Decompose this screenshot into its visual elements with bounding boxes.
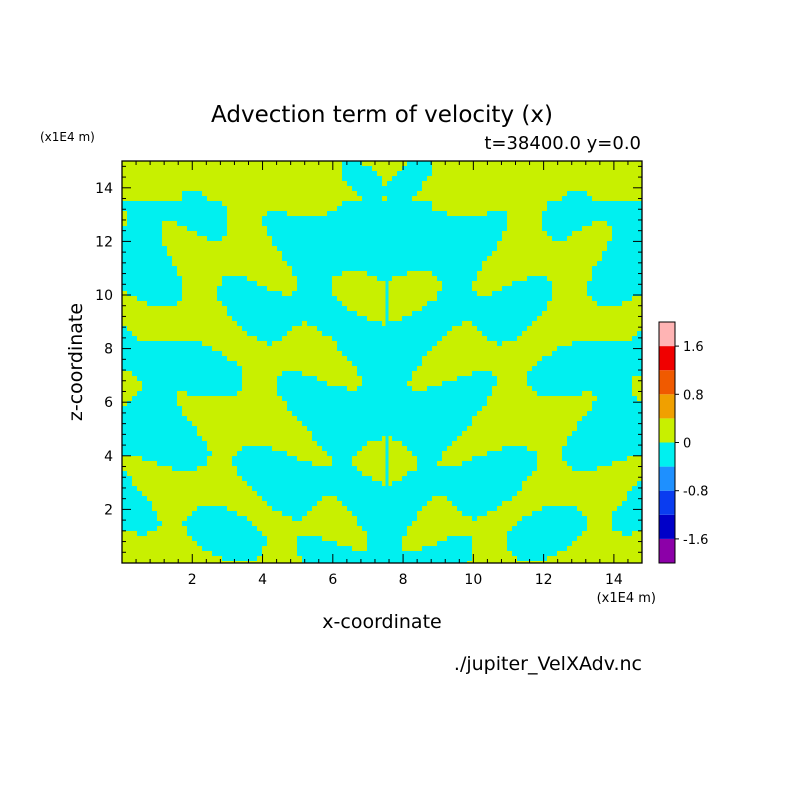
contour-field [122,161,642,563]
x-tick-label: 2 [188,572,197,588]
x-axis: 2 4 6 8 10 12 14 [121,161,629,588]
colorbar-swatch [659,394,675,419]
source-file-label: ./jupiter_VelXAdv.nc [454,653,642,675]
colorbar-tick-label: 0 [683,437,691,452]
x-tick-label: 14 [605,572,623,588]
x-tick-label: 4 [258,572,267,588]
y-axis: 2 4 6 8 10 12 14 [95,165,642,564]
colorbar: 1.6 0.8 0 -0.8 -1.6 [658,321,708,564]
colorbar-swatch [659,418,675,443]
colorbar-swatch [659,370,675,395]
y-tick-label: 2 [104,502,113,518]
y-tick-label: 12 [95,234,113,250]
chart-subtitle: t=38400.0 y=0.0 [484,133,641,154]
x-tick-label: 10 [464,572,482,588]
y-tick-label: 4 [104,449,113,465]
colorbar-tick-label: 1.6 [683,340,704,355]
x-tick-label: 6 [328,572,337,588]
colorbar-tick-label: -0.8 [683,485,708,500]
y-tick-label: 10 [95,288,113,304]
x-tick-label: 8 [399,572,408,588]
plot-frame [121,160,643,564]
colorbar-tick-label: -1.6 [683,533,708,548]
colorbar-swatch [659,538,675,563]
colorbar-tick-label: 0.8 [683,388,704,403]
y-tick-label: 8 [104,342,113,358]
y-tick-label: 14 [95,181,113,197]
x-unit-label: (x1E4 m) [597,591,656,606]
negative-region [122,161,642,563]
chart-title: Advection term of velocity (x) [211,102,553,128]
center-strip [385,201,389,563]
y-tick-label: 6 [104,395,113,411]
colorbar-swatch [659,442,675,467]
x-axis-label: x-coordinate [322,611,441,633]
y-axis-label: z-coordinate [65,303,87,421]
colorbar-swatch [659,346,675,371]
colorbar-swatch [659,466,675,491]
colorbar-swatch [659,322,675,347]
colorbar-swatch [659,514,675,539]
colorbar-swatch [659,490,675,515]
x-tick-label: 12 [535,572,553,588]
y-unit-label: (x1E4 m) [40,130,95,144]
